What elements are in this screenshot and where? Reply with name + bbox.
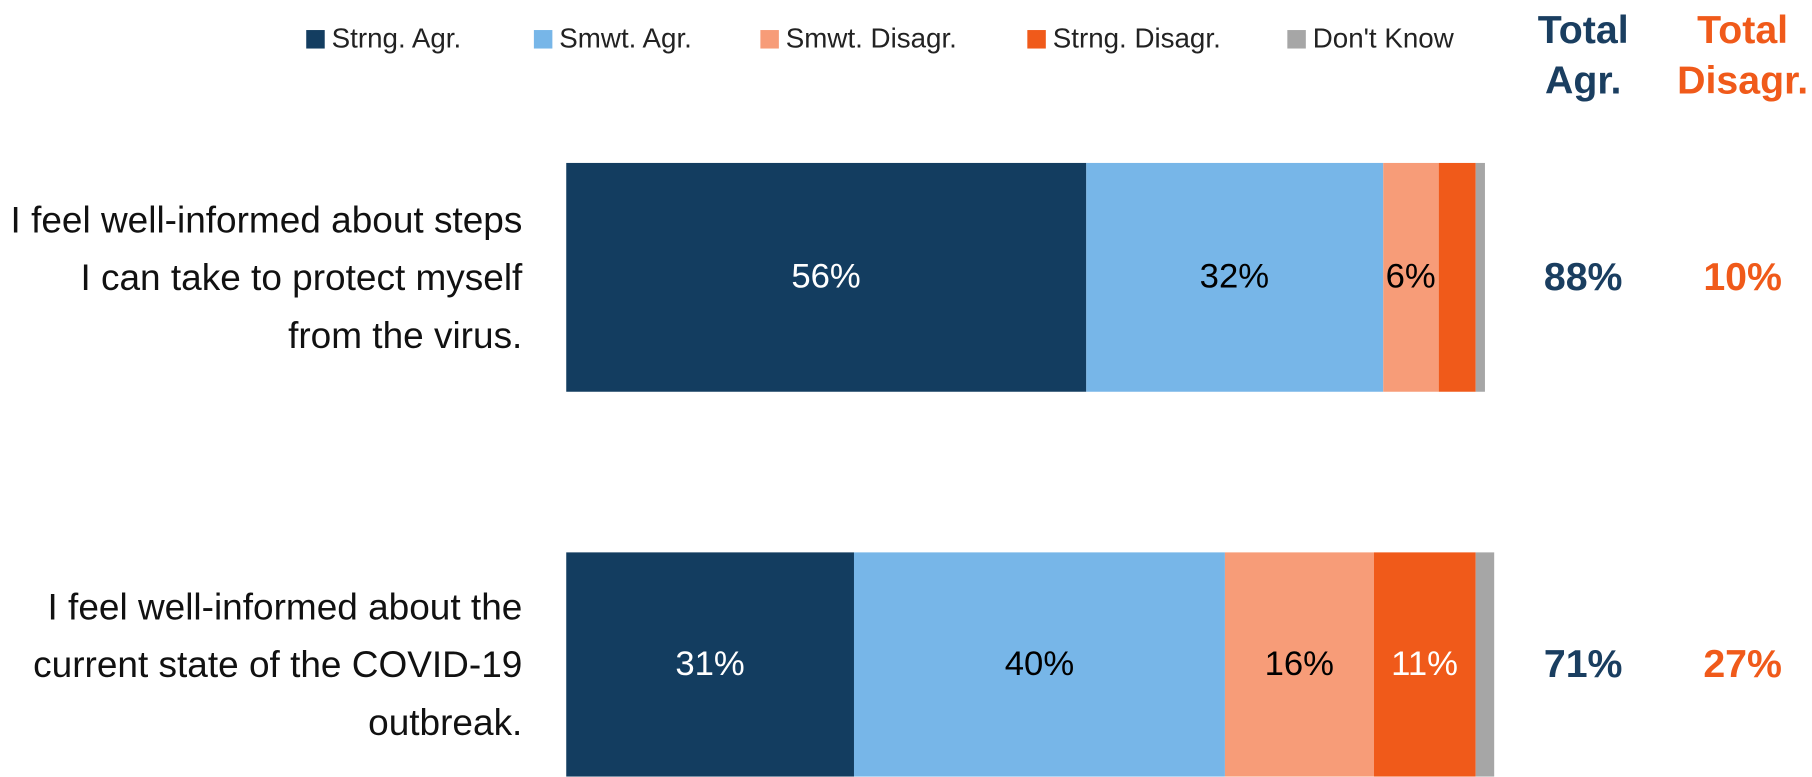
bar-segment: 32% [1085,162,1383,392]
bar-segment: 11% [1373,552,1476,777]
bar-segment [1475,552,1495,777]
legend-label: Smwt. Agr. [559,23,692,55]
data-label: 32% [1199,257,1270,296]
bar-segment: 6% [1382,162,1439,392]
legend-item: Smwt. Agr. [533,23,692,55]
legend-label: Strng. Agr. [331,23,462,55]
data-label: 40% [1004,644,1075,683]
category-label: I feel well-informed about steps I can t… [0,185,523,370]
bar-segment [1438,162,1476,392]
bar-segment: 56% [566,162,1086,392]
bar-segment [1475,162,1485,392]
category-label: I feel well-informed about the current s… [0,572,522,757]
legend-item: Don't Know [1287,23,1454,55]
legend-swatch [533,30,553,49]
total-value: 88% [1543,255,1623,300]
legend-swatch [306,30,325,49]
data-label: 6% [1385,257,1436,296]
total-value: 71% [1543,642,1623,687]
total-value: 10% [1703,255,1782,300]
bar-segment: 31% [566,552,854,777]
data-label: 31% [675,644,745,683]
category-text: I feel well-informed about steps I can t… [10,198,523,356]
legend-label: Strng. Disagr. [1052,23,1221,55]
total-value: 27% [1703,642,1782,687]
total-header: Total Disagr. [1677,8,1809,103]
legend-swatch [1287,30,1306,49]
legend-item: Strng. Agr. [306,23,461,55]
category-text: I feel well-informed about the current s… [33,585,523,744]
data-label: 16% [1264,644,1334,683]
legend-item: Strng. Disagr. [1027,23,1221,55]
bar-segment: 40% [853,552,1226,777]
data-label: 11% [1391,644,1459,683]
bar-segment: 16% [1225,552,1374,777]
legend-label: Don't Know [1312,23,1454,55]
total-header: Total Agr. [1537,8,1629,103]
legend-label: Smwt. Disagr. [785,23,957,55]
data-label: 56% [791,257,861,296]
legend-item: Smwt. Disagr. [760,23,957,55]
legend-swatch [1027,30,1046,49]
legend-swatch [760,30,779,49]
